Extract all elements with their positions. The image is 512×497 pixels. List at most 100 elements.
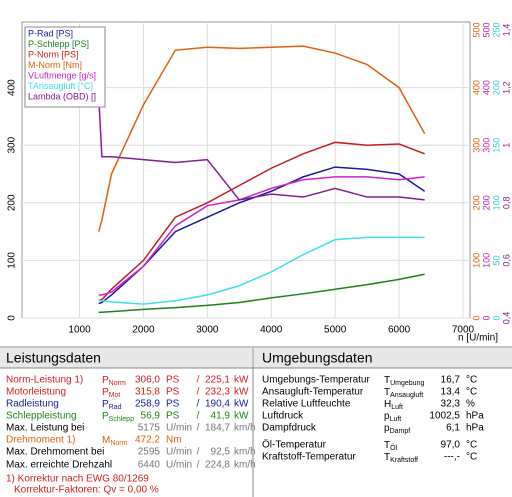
right-tick-label: 300: [481, 138, 491, 153]
symbol-letter: P: [102, 411, 109, 422]
y-tick-label: 200: [7, 194, 18, 211]
series-line: [97, 96, 425, 201]
series-line: [98, 141, 425, 302]
symbol: MNorm: [102, 435, 128, 447]
symbol-letter: T: [384, 452, 390, 463]
y-tick-label: 400: [7, 79, 18, 96]
right-tick-label: 150: [491, 138, 501, 153]
row-value: 56,9: [141, 411, 161, 422]
x-tick-label: 5000: [324, 325, 347, 336]
row-value: 13,4: [441, 387, 461, 398]
right-tick-label: 200: [471, 195, 481, 210]
symbol-sub: Schlepp: [109, 416, 134, 423]
legend-entry: Lambda (OBD) []: [28, 91, 96, 101]
symbol-letter: T: [384, 375, 390, 386]
row-unit: km/h: [234, 423, 256, 434]
symbol: HLuft: [384, 399, 403, 411]
row-unit: kW: [234, 387, 249, 398]
row-label: Max. Leistung bei: [6, 423, 84, 434]
symbol-letter: p: [384, 423, 390, 434]
symbol-letter: M: [102, 435, 110, 446]
symbol-sub: Ansaugluft: [390, 392, 423, 399]
row-sep: /: [197, 447, 200, 458]
row-value: 5175: [138, 423, 161, 434]
row-value: 6440: [138, 460, 161, 471]
series-line: [97, 45, 426, 232]
row-unit: °C: [466, 375, 477, 386]
row-label: Drehmoment 1): [6, 435, 75, 446]
right-tick-label: 100: [471, 253, 481, 268]
symbol: TUmgebung: [384, 375, 424, 387]
x-tick-label: 3000: [196, 325, 219, 336]
right-tick-label: 0,8: [501, 197, 511, 210]
footnote: 1) Korrektur nach EWG 80/1269: [6, 474, 149, 485]
symbol: TKraftstoff: [384, 452, 418, 464]
row-value: 258,9: [135, 399, 160, 410]
x-tick-label: 1000: [68, 325, 91, 336]
symbol-sub: Norm: [109, 380, 126, 387]
row-label: Relative Luftfeuchte: [262, 399, 351, 410]
right-tick-label: 100: [491, 195, 501, 210]
row-sep: /: [197, 387, 200, 398]
row-label: Norm-Leistung 1): [6, 375, 83, 386]
legend-entry: M-Norm [Nm]: [28, 60, 82, 70]
x-tick-label: 4000: [260, 325, 283, 336]
row-value: 97,0: [441, 440, 461, 451]
right-tick-label: 100: [481, 253, 491, 268]
symbol: PSchlepp: [102, 411, 134, 423]
row-label: Ansaugluft-Temperatur: [262, 387, 364, 398]
row-value: 315,8: [135, 387, 160, 398]
row-unit: U/min: [166, 447, 192, 458]
legend-entry: TAnsaugluft [°C]: [28, 81, 93, 91]
footnote: Korrektur-Faktoren: Qv = 0,00 %: [14, 485, 159, 496]
tables: Leistungsdaten Umgebungsdaten Norm-Leist…: [0, 346, 512, 497]
row-label: Motorleistung: [6, 387, 66, 398]
row-unit: km/h: [234, 460, 256, 471]
x-tick-label: 2000: [132, 325, 155, 336]
symbol: pLuft: [384, 411, 401, 423]
right-tick-label: 1,4: [501, 24, 511, 37]
table-title: Leistungsdaten: [6, 350, 101, 366]
row-value: 1002,5: [429, 411, 460, 422]
row-label: Öl-Temperatur: [262, 439, 327, 451]
symbol-letter: H: [384, 399, 391, 410]
series-line: [98, 236, 425, 305]
row-value: 32,3: [441, 399, 461, 410]
row-value: 184,7: [205, 423, 230, 434]
series-line: [98, 166, 426, 305]
right-tick-label: 200: [491, 80, 501, 95]
right-tick-label: 400: [471, 80, 481, 95]
legend-entry: VLuftmenge [g/s]: [28, 70, 96, 80]
symbol-letter: P: [102, 387, 109, 398]
symbol-sub: Rad: [109, 404, 122, 411]
symbol: PRad: [102, 399, 122, 411]
row-unit: Nm: [166, 435, 182, 446]
row-unit: U/min: [166, 423, 192, 434]
symbol-letter: p: [384, 411, 390, 422]
row-label: Radleistung: [6, 399, 59, 410]
table-title: Umgebungsdaten: [262, 350, 373, 366]
row-unit: °C: [466, 387, 477, 398]
symbol: TÖl: [384, 440, 398, 452]
row-unit: %: [466, 399, 475, 410]
symbol-sub: Luft: [390, 416, 402, 423]
symbol: PMot: [102, 387, 120, 399]
row-value: 224,8: [205, 460, 230, 471]
right-tick-label: 400: [481, 80, 491, 95]
row-value: 2595: [138, 447, 161, 458]
row-value: 190,4: [205, 399, 230, 410]
right-tick-label: 0,6: [501, 254, 511, 267]
row-value: 306,0: [135, 375, 160, 386]
row-unit: hPa: [466, 423, 484, 434]
row-unit: PS: [166, 411, 180, 422]
row-unit: kW: [234, 411, 249, 422]
row-sep: /: [197, 411, 200, 422]
legend-entry: P-Rad [PS]: [28, 28, 73, 38]
row-label: Luftdruck: [262, 411, 304, 422]
y-tick-label: 0: [7, 315, 18, 321]
symbol-letter: T: [384, 440, 390, 451]
symbol-letter: T: [384, 387, 390, 398]
right-tick-label: 1: [501, 143, 511, 148]
row-value: 6,1: [446, 423, 460, 434]
row-value: 41,9: [211, 411, 231, 422]
